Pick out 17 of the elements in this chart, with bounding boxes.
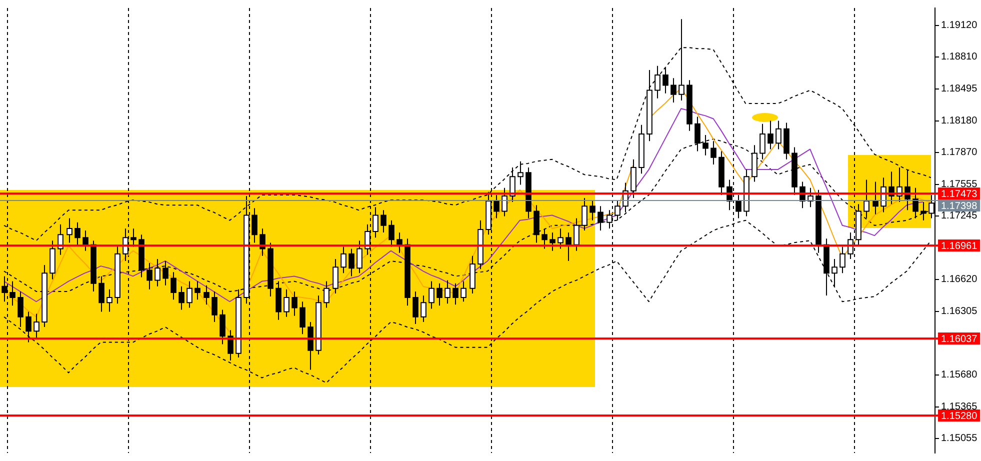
ref-line-label: 1.17473 bbox=[941, 188, 978, 200]
y-tick-label: 1.15055 bbox=[941, 433, 978, 444]
y-tick-label: 1.17555 bbox=[941, 179, 978, 190]
y-tick-label: 1.16305 bbox=[941, 306, 978, 318]
y-tick-label: 1.18180 bbox=[941, 116, 978, 127]
y-tick-label: 1.16620 bbox=[941, 274, 978, 286]
ref-line-label: 1.15280 bbox=[941, 410, 978, 422]
y-tick-label: 1.15365 bbox=[941, 402, 978, 413]
ref-line-label: 1.17398 bbox=[941, 200, 978, 212]
y-tick-label: 1.18495 bbox=[941, 84, 978, 95]
y-tick-label: 1.15680 bbox=[941, 370, 978, 381]
y-tick-label: 1.17870 bbox=[941, 147, 978, 158]
ref-line-label: 1.16037 bbox=[941, 334, 978, 345]
y-tick-label: 1.17245 bbox=[941, 210, 978, 222]
ref-line-label: 1.16961 bbox=[941, 240, 978, 252]
y-tick-label: 1.18810 bbox=[941, 52, 978, 63]
y-tick-label: 1.19120 bbox=[941, 20, 978, 32]
